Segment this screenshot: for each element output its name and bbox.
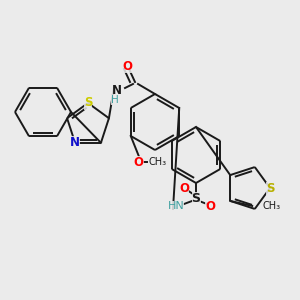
Text: CH₃: CH₃ (149, 157, 167, 167)
Text: O: O (122, 59, 132, 73)
Text: S: S (266, 182, 274, 194)
Text: N: N (112, 83, 122, 97)
Text: CH₃: CH₃ (262, 201, 280, 211)
Text: N: N (70, 136, 80, 149)
Text: H: H (111, 95, 119, 105)
Text: S: S (84, 97, 92, 110)
Text: O: O (134, 155, 144, 169)
Text: O: O (179, 182, 189, 194)
Text: S: S (191, 191, 200, 205)
Text: HN: HN (168, 201, 184, 211)
Text: O: O (205, 200, 215, 212)
